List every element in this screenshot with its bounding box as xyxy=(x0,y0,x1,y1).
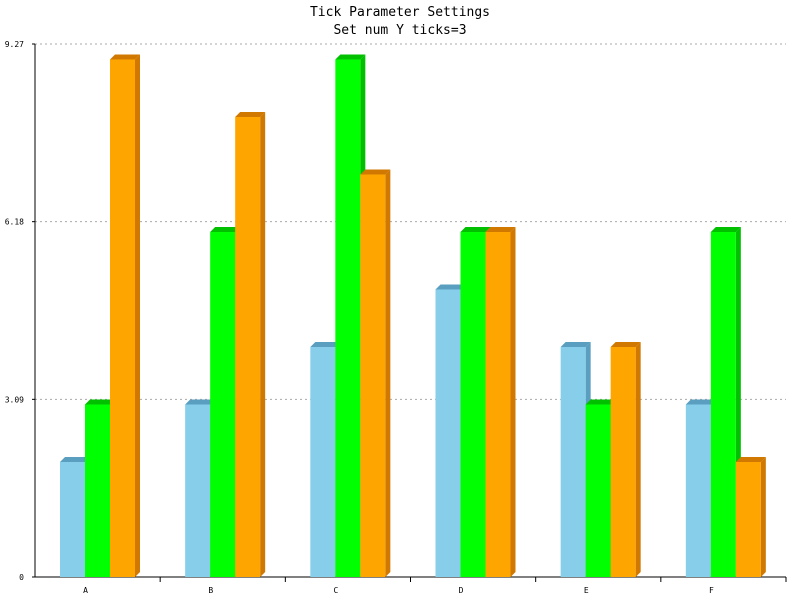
bar xyxy=(485,232,511,577)
bar xyxy=(360,174,386,578)
bar-top xyxy=(360,169,391,175)
y-tick-label: 6.18 xyxy=(5,218,24,227)
x-tick-label: D xyxy=(459,586,464,595)
bar xyxy=(235,117,261,577)
bar-top xyxy=(435,284,466,290)
bar xyxy=(710,232,736,577)
bar xyxy=(210,232,236,577)
y-tick-label: 9.27 xyxy=(5,40,24,49)
bar-top xyxy=(560,342,591,348)
x-tick-label: E xyxy=(584,586,589,595)
bar-top xyxy=(210,227,241,233)
bar-side xyxy=(135,54,140,577)
bar xyxy=(85,404,110,577)
bar xyxy=(685,404,711,577)
bar-top xyxy=(235,112,266,118)
bar-top xyxy=(735,457,766,463)
bar xyxy=(60,462,85,577)
bar-top xyxy=(335,54,366,60)
y-tick-label: 3.09 xyxy=(5,395,24,404)
bar-side xyxy=(760,457,766,577)
bar-top xyxy=(610,342,641,348)
bar-top xyxy=(185,399,216,405)
bar-top xyxy=(110,54,140,60)
bar xyxy=(610,347,636,577)
bar-top xyxy=(460,227,491,233)
bar-top xyxy=(85,399,115,405)
bar xyxy=(560,347,586,577)
bar-top xyxy=(710,227,741,233)
bar xyxy=(585,404,611,577)
x-tick-label: C xyxy=(334,586,339,595)
bar-top xyxy=(585,399,616,405)
chart-title: Tick Parameter Settings xyxy=(309,5,490,20)
bar xyxy=(185,404,211,577)
x-tick-label: A xyxy=(83,586,88,595)
bar-side xyxy=(510,227,516,577)
bar xyxy=(310,347,336,577)
x-tick-label: B xyxy=(208,586,213,595)
y-tick-label: 0 xyxy=(19,573,24,582)
bar-top xyxy=(60,457,90,463)
bar xyxy=(435,289,461,577)
bar xyxy=(735,462,761,577)
bar xyxy=(110,59,135,577)
bar-top xyxy=(685,399,716,405)
chart-subtitle: Set num Y ticks=3 xyxy=(333,23,467,38)
bar-side xyxy=(635,342,641,577)
bar xyxy=(335,59,361,577)
bar xyxy=(460,232,486,577)
bar-top xyxy=(485,227,516,233)
bar-side xyxy=(260,112,266,577)
x-tick-label: F xyxy=(709,586,714,595)
bar-side xyxy=(385,169,391,578)
bar-top xyxy=(310,342,341,348)
